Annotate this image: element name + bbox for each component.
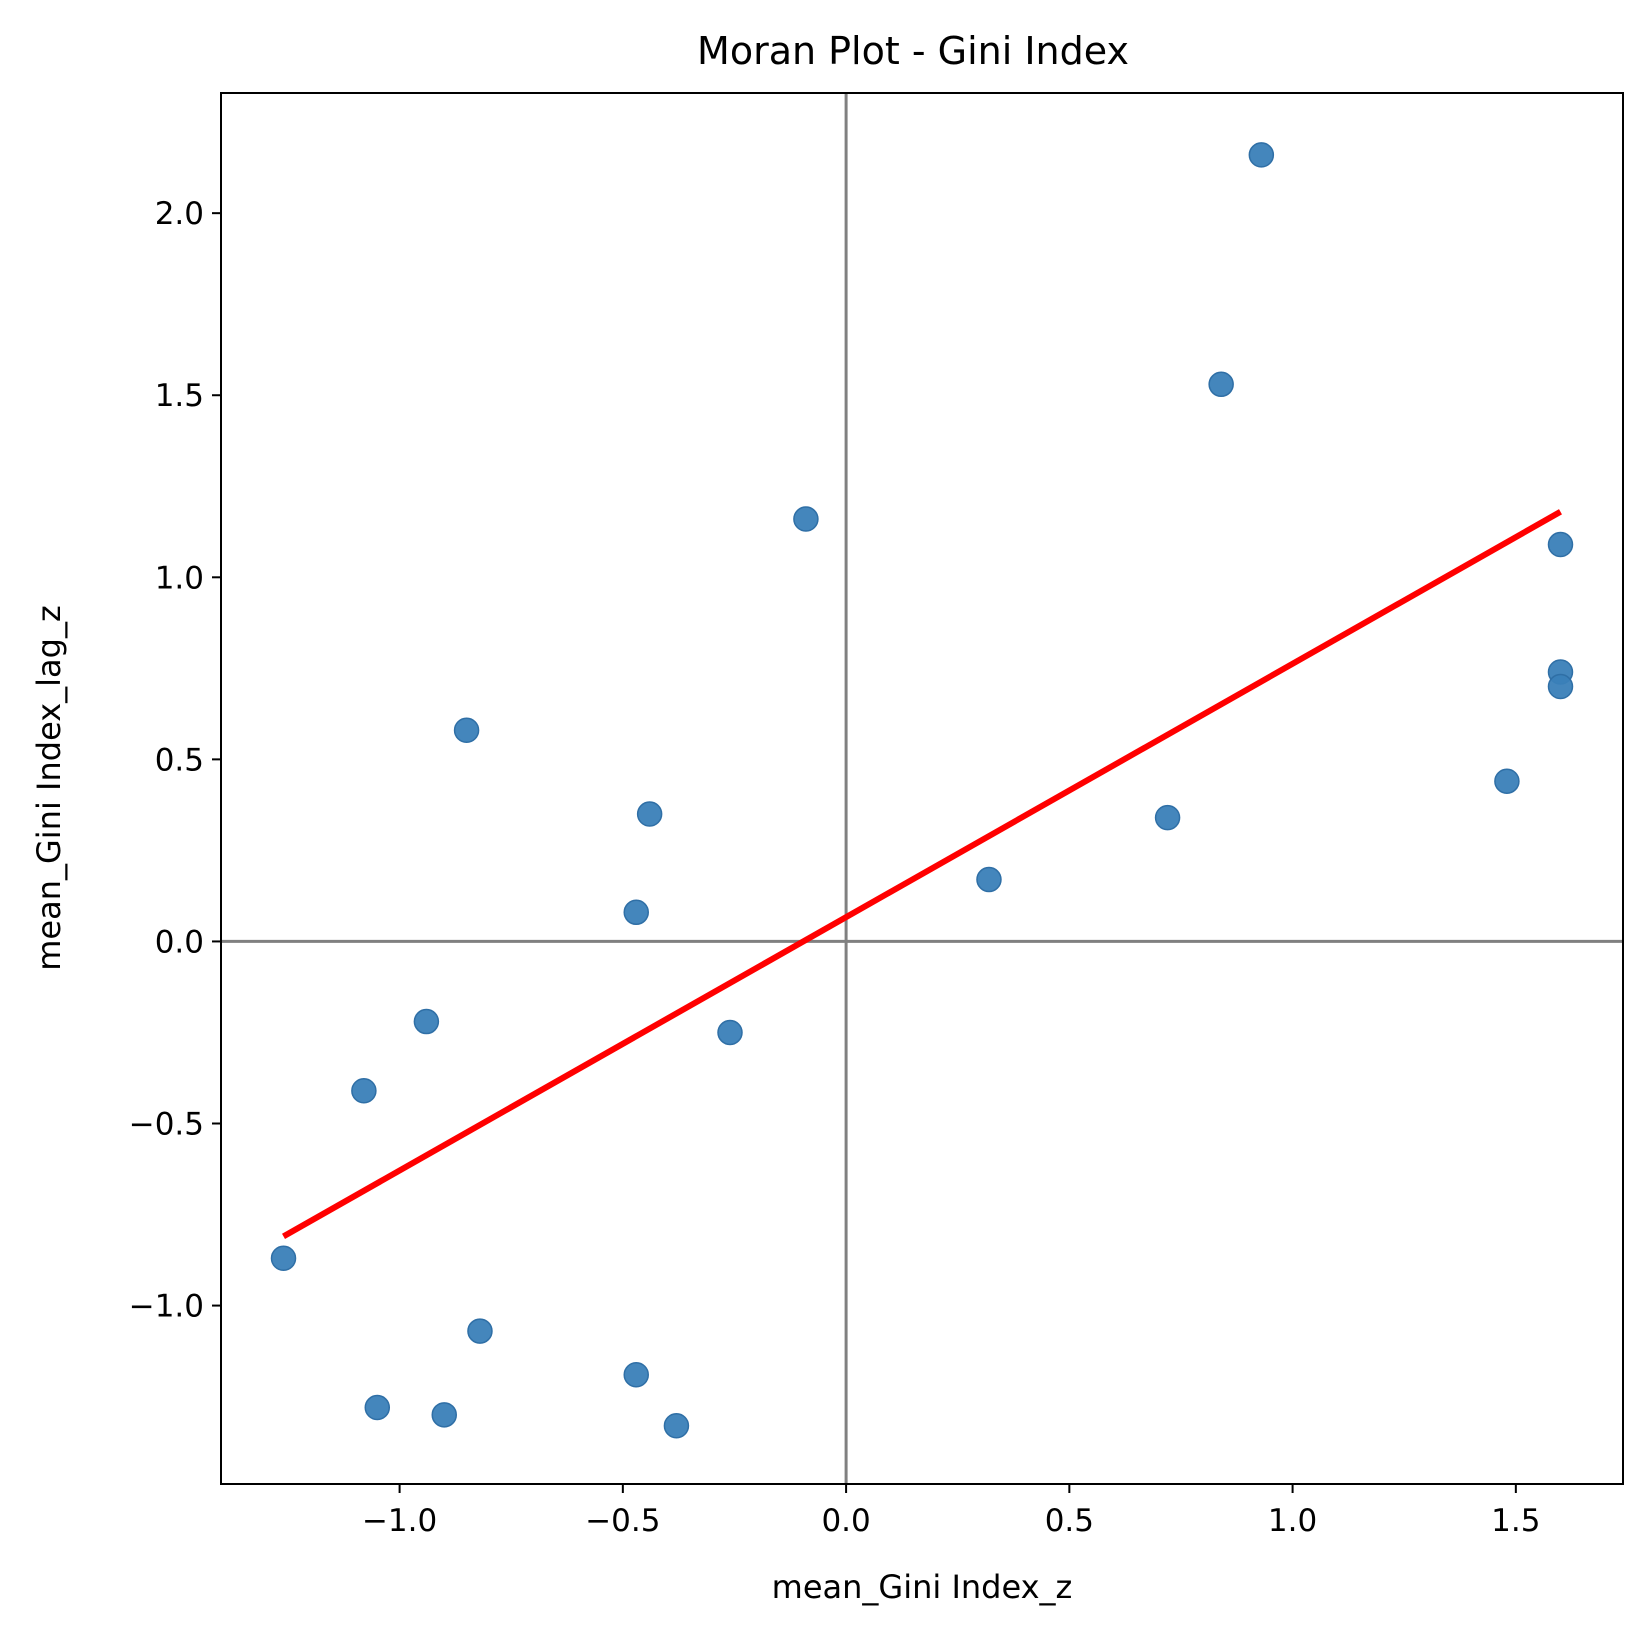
data-point: [351, 1077, 377, 1104]
data-point: [431, 1402, 457, 1428]
plot-frame: [221, 93, 1623, 1484]
x-axis-label: mean_Gini Index_z: [772, 1568, 1073, 1606]
x-tick-label: 1.0: [1268, 1503, 1317, 1539]
y-tick-label: 1.0: [155, 560, 204, 596]
plot-border: [220, 92, 1624, 1485]
data-points: [270, 142, 1574, 1439]
data-point: [636, 801, 663, 827]
data-point: [1494, 768, 1520, 794]
data-point: [1248, 142, 1275, 168]
data-point: [364, 1394, 391, 1421]
y-tick-label: 0.5: [155, 742, 204, 778]
y-tick-label: −0.5: [129, 1107, 204, 1143]
x-tick-label: 0.5: [1045, 1503, 1094, 1539]
regression-line-group: [282, 509, 1562, 1239]
x-tick-label: −0.5: [585, 1503, 660, 1539]
data-point: [717, 1019, 743, 1046]
data-point: [663, 1412, 690, 1439]
data-point: [623, 899, 649, 926]
x-axis-ticks: −1.0 −0.5 0.0 0.5 1.0 1.5: [362, 1484, 1540, 1539]
data-point: [270, 1245, 297, 1271]
y-tick-label: 2.0: [155, 196, 204, 232]
y-tick-label: −1.0: [129, 1289, 204, 1325]
data-point: [623, 1362, 649, 1388]
y-tick-label: 0.0: [155, 924, 204, 960]
data-point: [793, 506, 819, 532]
data-point: [453, 717, 480, 743]
data-point: [1547, 531, 1574, 558]
y-tick-label: 1.5: [155, 378, 204, 414]
x-tick-label: 0.0: [821, 1503, 870, 1539]
data-point: [976, 866, 1002, 893]
regression-line: [282, 509, 1562, 1239]
data-point: [413, 1008, 440, 1035]
reference-lines: [221, 93, 1623, 1484]
y-axis-label: mean_Gini Index_lag_z: [30, 605, 68, 970]
y-axis-ticks: −1.0 −0.5 0.0 0.5 1.0 1.5 2.0: [129, 196, 221, 1325]
plot-area: [220, 92, 1624, 1485]
data-point: [1154, 804, 1181, 831]
data-point: [467, 1318, 493, 1344]
data-point: [1208, 371, 1234, 398]
chart-title: Moran Plot - Gini Index: [697, 29, 1129, 73]
x-tick-label: −1.0: [362, 1503, 437, 1539]
data-point: [1547, 673, 1574, 700]
x-tick-label: 1.5: [1491, 1503, 1540, 1539]
